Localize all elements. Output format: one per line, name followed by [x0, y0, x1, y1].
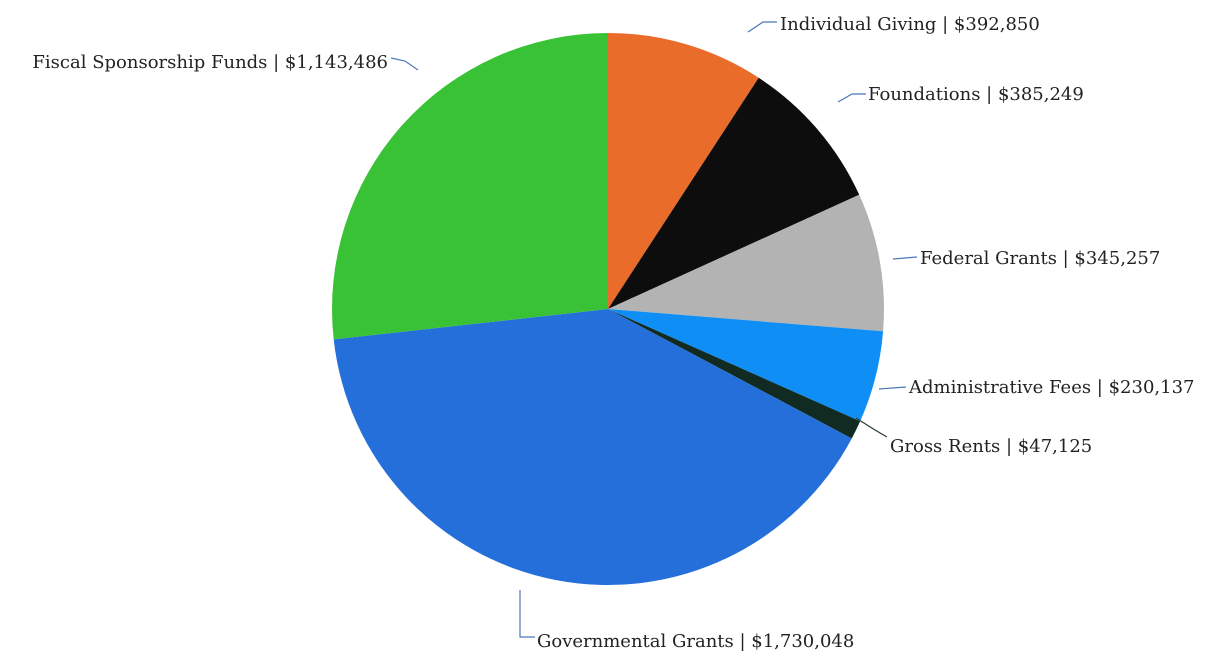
slice-label-federal-grants: Federal Grants | $345,257 [920, 248, 1160, 269]
leader-line-fiscal-sponsorship-funds [391, 58, 418, 70]
slice-label-foundations: Foundations | $385,249 [868, 84, 1084, 105]
leader-line-governmental-grants [520, 590, 535, 637]
leader-line-individual-giving [748, 22, 777, 32]
pie-slice-fiscal-sponsorship-funds [332, 33, 608, 339]
pie-slices [332, 33, 884, 585]
leader-line-administrative-fees [879, 387, 906, 389]
leader-line-foundations [838, 94, 866, 102]
slice-label-gross-rents: Gross Rents | $47,125 [890, 436, 1092, 457]
slice-label-fiscal-sponsorship-funds: Fiscal Sponsorship Funds | $1,143,486 [32, 52, 388, 73]
leader-line-federal-grants [893, 257, 917, 259]
slice-label-individual-giving: Individual Giving | $392,850 [780, 14, 1040, 35]
slice-label-governmental-grants: Governmental Grants | $1,730,048 [537, 631, 854, 652]
slice-label-administrative-fees: Administrative Fees | $230,137 [908, 377, 1194, 398]
leader-line-gross-rents [856, 418, 887, 437]
